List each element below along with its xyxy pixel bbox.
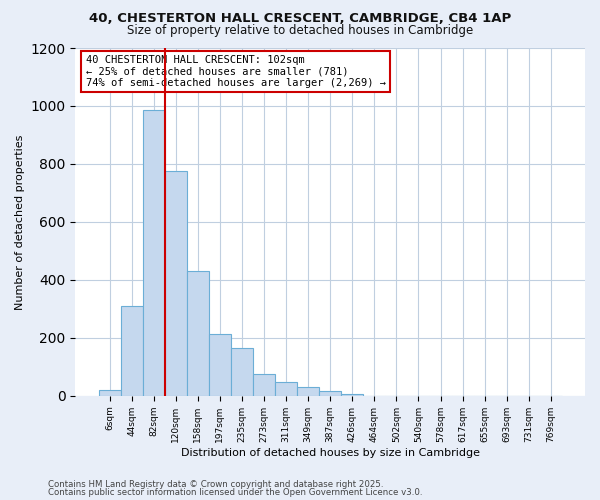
Bar	[143, 110, 165, 396]
X-axis label: Distribution of detached houses by size in Cambridge: Distribution of detached houses by size …	[181, 448, 480, 458]
Text: Size of property relative to detached houses in Cambridge: Size of property relative to detached ho…	[127, 24, 473, 37]
Bar	[98, 390, 121, 396]
Bar	[297, 386, 319, 396]
Bar	[275, 382, 297, 396]
Text: Contains public sector information licensed under the Open Government Licence v3: Contains public sector information licen…	[48, 488, 422, 497]
Bar	[165, 171, 187, 396]
Bar	[319, 392, 341, 396]
Bar	[209, 334, 231, 396]
Bar	[121, 306, 143, 396]
Bar	[341, 394, 363, 396]
Text: 40, CHESTERTON HALL CRESCENT, CAMBRIDGE, CB4 1AP: 40, CHESTERTON HALL CRESCENT, CAMBRIDGE,…	[89, 12, 511, 26]
Bar	[253, 374, 275, 396]
Y-axis label: Number of detached properties: Number of detached properties	[15, 134, 25, 310]
Bar	[231, 348, 253, 396]
Text: Contains HM Land Registry data © Crown copyright and database right 2025.: Contains HM Land Registry data © Crown c…	[48, 480, 383, 489]
Text: 40 CHESTERTON HALL CRESCENT: 102sqm
← 25% of detached houses are smaller (781)
7: 40 CHESTERTON HALL CRESCENT: 102sqm ← 25…	[86, 55, 386, 88]
Bar	[187, 271, 209, 396]
